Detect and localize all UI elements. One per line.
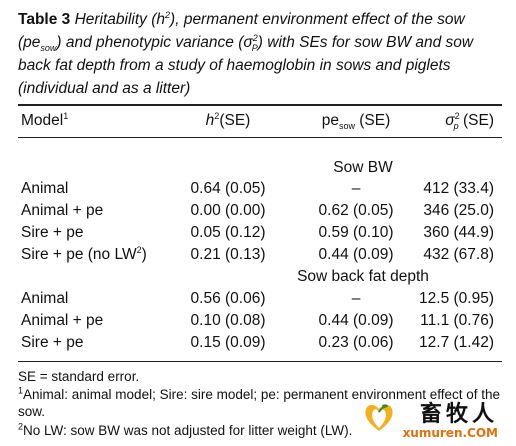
footnote-se: SE = standard error. [18, 369, 140, 384]
caption-text: Heritability (h2), permanent environment… [18, 9, 474, 97]
header-pe-sow: pesow (SE) [321, 112, 391, 132]
table-row: Sire + pe (no LW2) 0.21 (0.13) 0.44 (0.0… [18, 244, 502, 266]
header-model: Model1 [21, 110, 69, 129]
cell-sigma: 12.7 (1.42) [419, 334, 494, 351]
table-label: Table 3 [18, 11, 71, 28]
group-title-back-fat: Sow back fat depth [297, 268, 429, 285]
cell-sigma: 432 (67.8) [423, 246, 494, 263]
table-caption: Table 3 Heritability (h2), permanent env… [18, 8, 503, 100]
cell-model: Animal + pe [21, 202, 104, 219]
cell-model: Sire + pe [21, 334, 84, 351]
cell-model: Sire + pe (no LW2) [21, 244, 147, 263]
footnote-1: 1Animal: animal model; Sire: sire model;… [18, 385, 501, 419]
cell-sigma: 412 (33.4) [423, 180, 494, 197]
cell-pe: 0.59 (0.10) [318, 224, 394, 241]
cell-h2: 0.05 (0.12) [190, 224, 266, 241]
heart-leaf-logo-icon [365, 404, 393, 431]
header-heritability: h2(SE) [205, 110, 251, 129]
cell-model: Animal + pe [21, 312, 104, 329]
cell-h2: 0.10 (0.08) [190, 312, 266, 329]
footnote-2: 2No LW: sow BW was not adjusted for litt… [18, 421, 353, 438]
cell-h2: 0.15 (0.09) [190, 334, 266, 351]
cell-h2: 0.56 (0.06) [190, 290, 266, 307]
cell-h2: 0.21 (0.13) [190, 246, 266, 263]
cell-pe: 0.62 (0.05) [318, 202, 394, 219]
cell-pe: 0.44 (0.09) [318, 312, 394, 329]
cell-model: Animal [21, 290, 69, 307]
cell-pe: – [351, 180, 361, 197]
table-row: Sire + pe 0.15 (0.09) 0.23 (0.06) 12.7 (… [18, 332, 502, 354]
table-row: Animal + pe 0.10 (0.08) 0.44 (0.09) 11.1… [18, 310, 502, 332]
table-row: Sire + pe 0.05 (0.12) 0.59 (0.10) 360 (4… [18, 222, 502, 244]
table-row: Animal 0.64 (0.05) – 412 (33.4) [18, 178, 502, 200]
group-title-sow-bw: Sow BW [333, 159, 393, 176]
watermark: 畜牧人 xumuren.COM [352, 396, 502, 440]
cell-pe: 0.23 (0.06) [318, 334, 394, 351]
table-row: Animal + pe 0.00 (0.00) 0.62 (0.05) 346 … [18, 200, 502, 222]
watermark-chinese-text: 畜牧人 [419, 401, 498, 427]
cell-pe: – [351, 290, 361, 307]
table-row: Animal 0.56 (0.06) – 12.5 (0.95) [18, 288, 502, 310]
cell-sigma: 12.5 (0.95) [419, 290, 494, 307]
cell-sigma: 346 (25.0) [423, 202, 494, 219]
cell-h2: 0.64 (0.05) [190, 180, 266, 197]
cell-sigma: 11.1 (0.76) [420, 312, 494, 329]
cell-model: Sire + pe [21, 224, 84, 241]
header-rule [18, 137, 502, 138]
top-rule [18, 104, 502, 106]
cell-model: Animal [21, 180, 69, 197]
header-phenotypic-variance: σ2p (SE) [445, 110, 494, 132]
cell-h2: 0.00 (0.00) [190, 202, 266, 219]
cell-sigma: 360 (44.9) [423, 224, 494, 241]
cell-pe: 0.44 (0.09) [318, 246, 394, 263]
watermark-url-text: xumuren.COM [402, 426, 498, 440]
table-header-row: Model1 h2(SE) pesow (SE) σ2p (SE) [18, 110, 502, 132]
bottom-rule [18, 361, 502, 362]
